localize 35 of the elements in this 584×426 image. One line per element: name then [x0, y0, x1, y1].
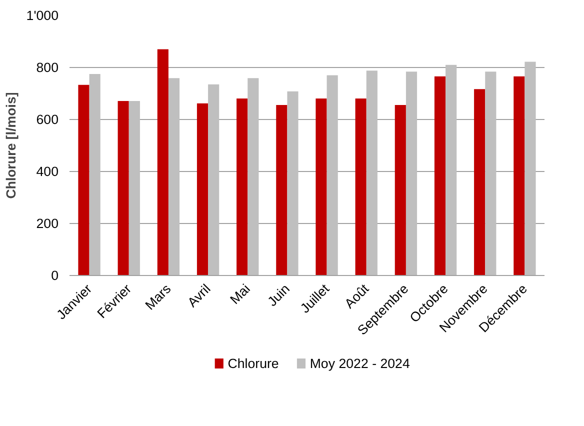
bar: [89, 74, 100, 276]
bar: [524, 62, 536, 276]
bar: [248, 78, 259, 276]
bar: [394, 104, 406, 276]
bar: [236, 98, 248, 276]
bar: [316, 98, 327, 276]
x-tick-label: Mai: [227, 281, 253, 307]
bar: [128, 101, 140, 276]
bar: [168, 78, 180, 276]
bar: [485, 72, 496, 276]
bar: [78, 84, 90, 276]
bar: [157, 49, 168, 276]
bar: [196, 103, 208, 276]
legend-label: Chlorure: [228, 356, 279, 371]
bar: [208, 84, 220, 276]
bar: [287, 91, 298, 276]
bar: [118, 101, 129, 276]
bar: [406, 72, 418, 276]
bar: [446, 64, 457, 276]
y-tick-label: 200: [36, 216, 59, 231]
bar: [366, 70, 378, 276]
bar: [276, 104, 288, 276]
bar: [514, 76, 525, 276]
bar: [474, 89, 486, 276]
y-tick-label: 800: [36, 60, 59, 75]
bar: [355, 98, 366, 276]
y-axis-title: Chlorure [l/mois]: [3, 92, 18, 199]
legend-label: Moy 2022 - 2024: [310, 356, 410, 371]
bar: [326, 75, 338, 276]
y-tick-label: 1'000: [26, 8, 59, 23]
x-tick-label: Juin: [264, 281, 293, 310]
bar: [434, 76, 446, 276]
y-tick-label: 400: [36, 164, 59, 179]
y-tick-label: 0: [51, 268, 59, 283]
y-tick-label: 600: [36, 112, 59, 127]
